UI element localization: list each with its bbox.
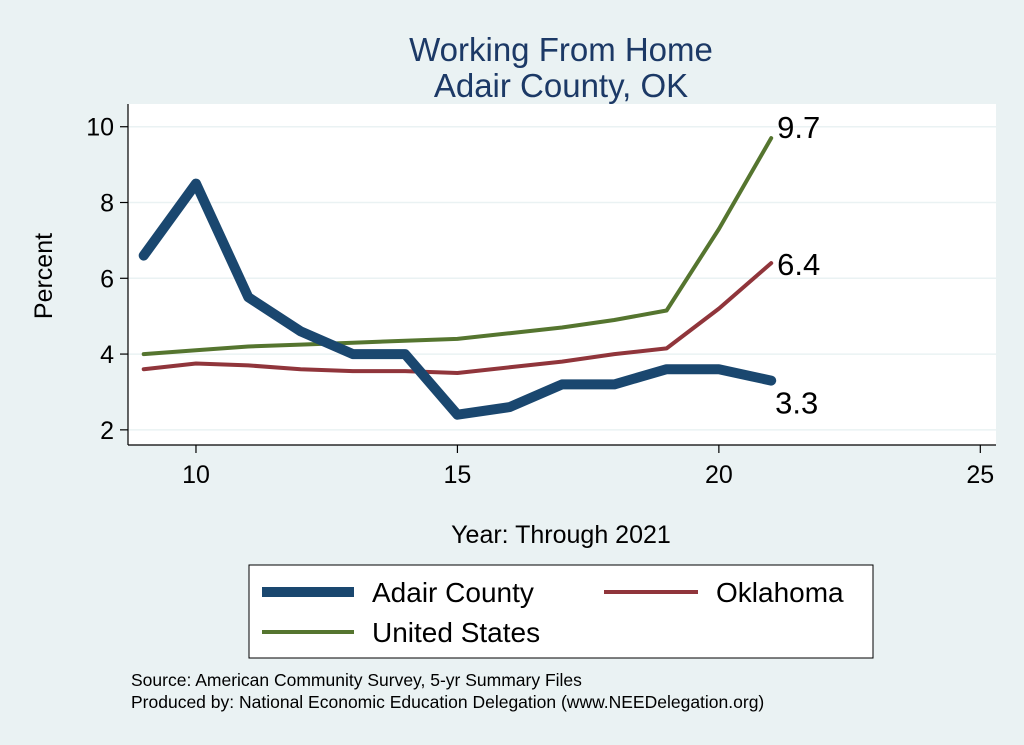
grid-lines [128, 125, 996, 431]
x-tick-label: 10 [182, 461, 210, 489]
end-label-united-states: 9.7 [777, 110, 820, 145]
series-lines [138, 136, 777, 420]
x-tick-label: 15 [444, 461, 472, 489]
series-line-united-states [141, 136, 774, 357]
y-tick-label: 8 [100, 190, 114, 218]
chart-subtitle: Adair County, OK [434, 67, 688, 104]
plot-area [128, 104, 996, 445]
y-tick-label: 10 [86, 114, 114, 142]
y-axis-title: Percent [30, 233, 58, 319]
end-label-adair-county: 3.3 [775, 386, 818, 421]
axes: 2 4 6 8 10 10 15 20 25 [86, 104, 996, 489]
legend-label-oklahoma: Oklahoma [716, 577, 844, 608]
x-tick-label: 20 [705, 461, 733, 489]
legend-box [248, 564, 874, 659]
x-tick-label: 25 [966, 461, 994, 489]
series-line-adair-county [138, 178, 777, 420]
legend-label-adair-county: Adair County [372, 577, 534, 608]
source-note: Source: American Community Survey, 5-yr … [131, 670, 582, 690]
legend: Adair County Oklahoma United States [262, 577, 844, 648]
chart-title: Working From Home [409, 31, 713, 68]
x-axis-title: Year: Through 2021 [451, 521, 671, 549]
y-tick-label: 4 [100, 341, 114, 369]
end-labels: 3.3 6.4 9.7 [775, 110, 820, 420]
series-line-oklahoma [141, 261, 774, 375]
y-tick-label: 2 [100, 417, 114, 445]
producer-note: Produced by: National Economic Education… [131, 692, 764, 712]
end-label-oklahoma: 6.4 [777, 247, 820, 282]
legend-label-united-states: United States [372, 617, 540, 648]
y-tick-label: 6 [100, 265, 114, 293]
